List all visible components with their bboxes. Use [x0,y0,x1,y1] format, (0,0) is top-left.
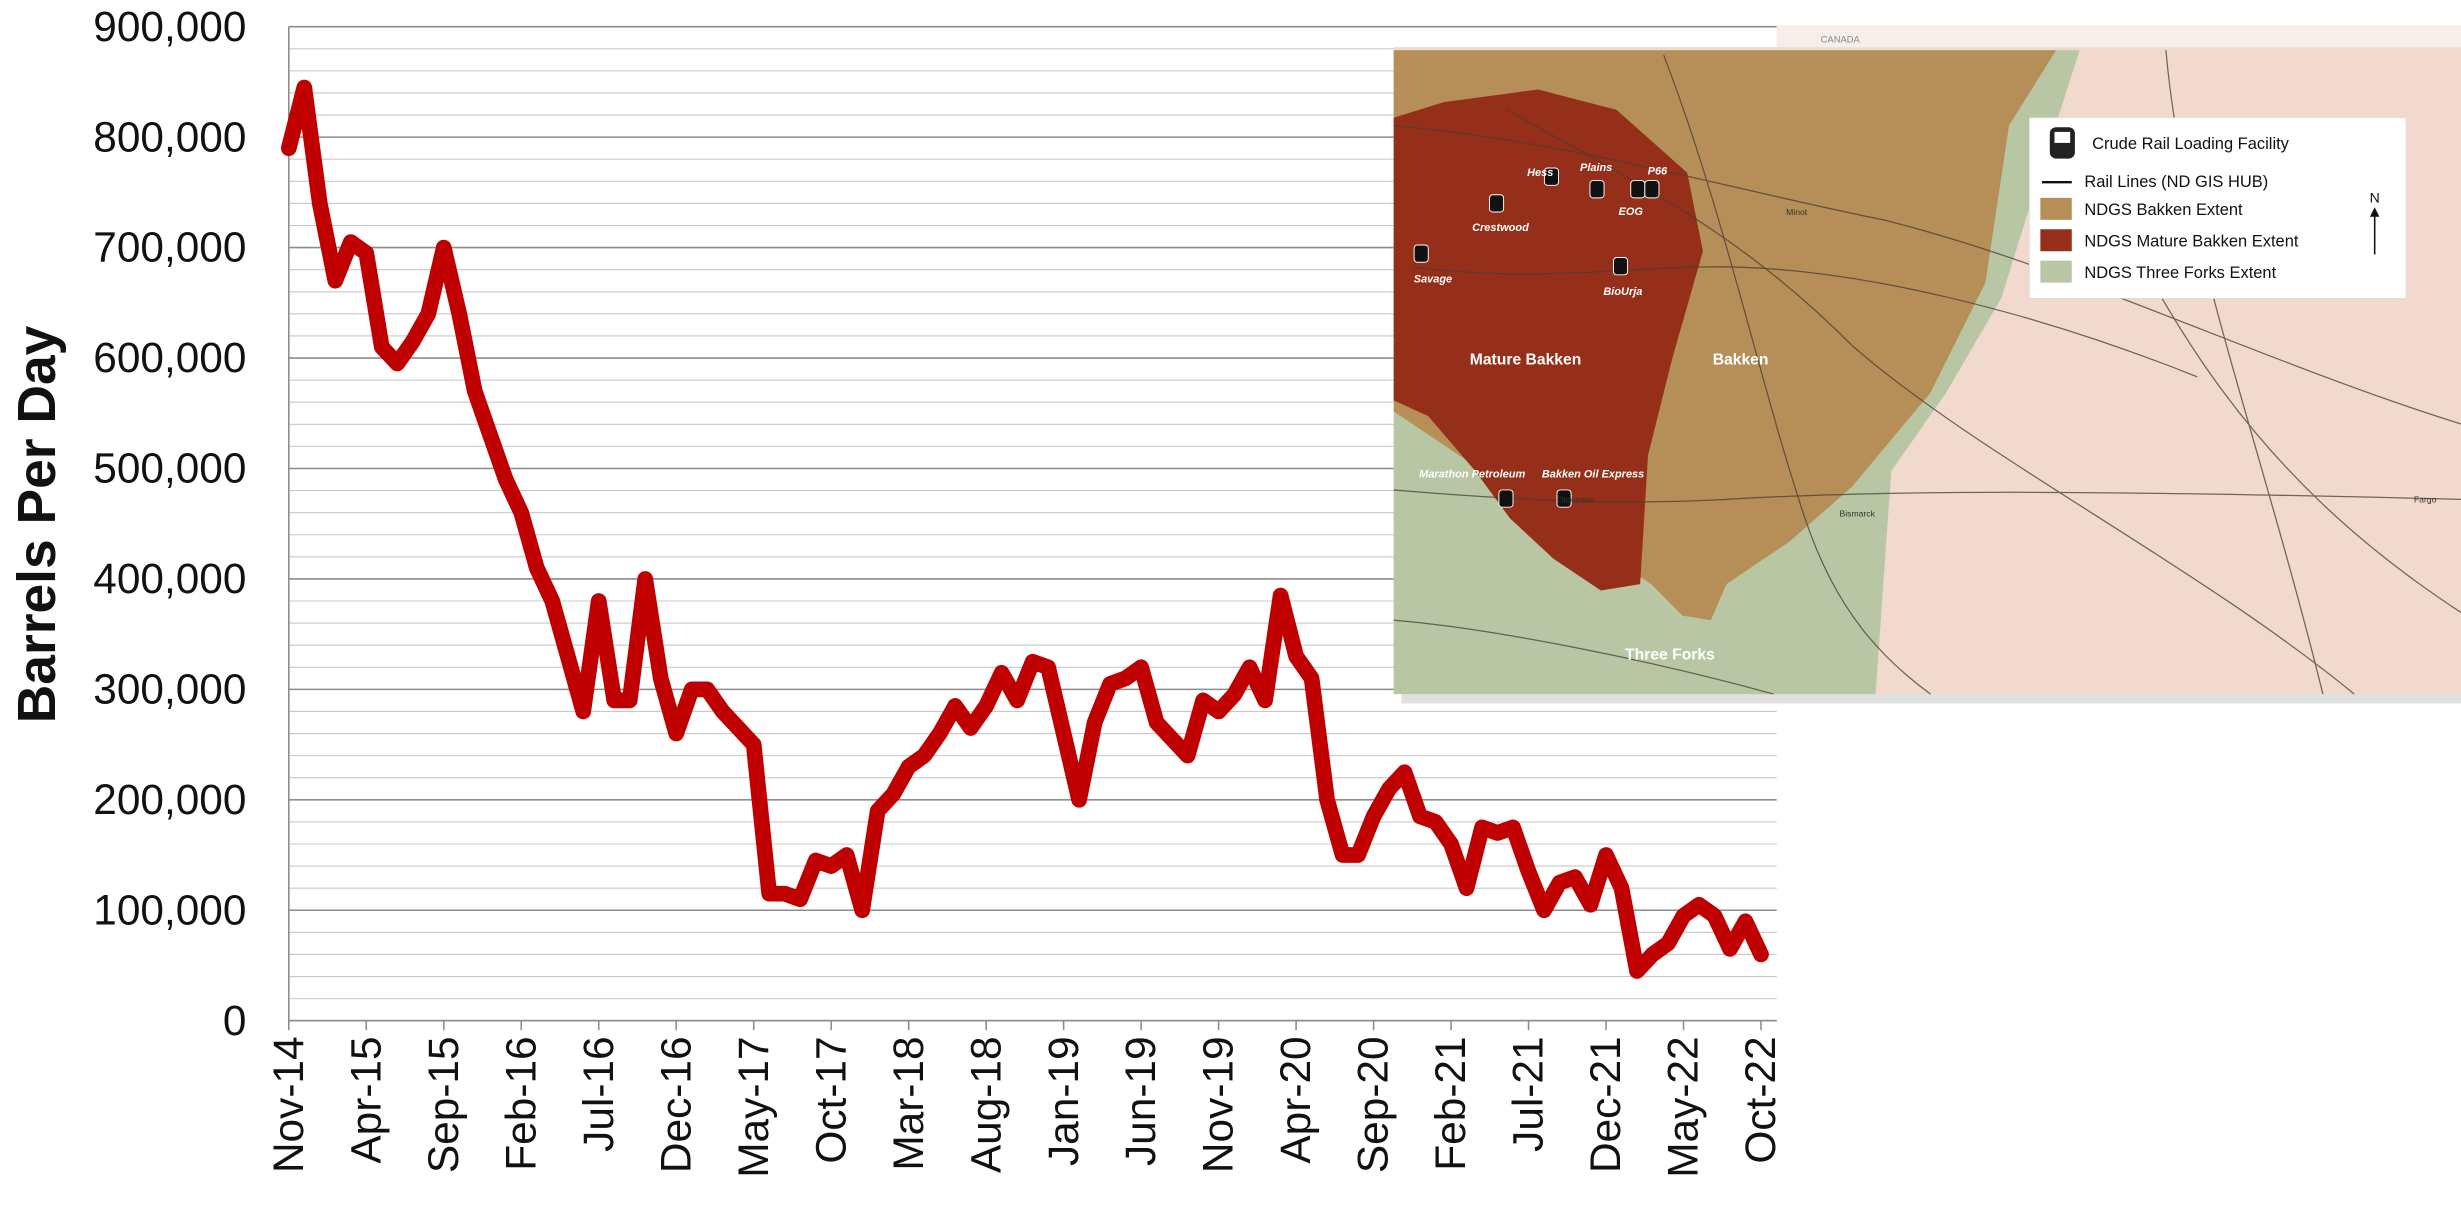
facility-label: Plains [1580,162,1612,174]
x-tick-label: Sep-15 [420,1036,467,1173]
y-tick-label: 900,000 [93,3,246,50]
facility-label: Savage [1414,274,1452,286]
legend-icon [2054,131,2071,143]
x-tick-label: Dec-21 [1582,1036,1629,1173]
x-tick-label: Nov-14 [265,1036,312,1173]
facility-label: Crestwood [1472,222,1529,234]
x-tick-label: Aug-18 [962,1036,1009,1173]
facility-label: Marathon Petroleum [1419,468,1525,480]
legend-label: NDGS Three Forks Extent [2084,264,2276,282]
data-line [280,79,1769,979]
legend-label: NDGS Bakken Extent [2084,201,2243,219]
x-tick-label: Dec-16 [652,1036,699,1173]
x-tick-label: Apr-20 [1272,1036,1319,1163]
city-label: Minot [1786,207,1808,217]
y-tick-label: 100,000 [93,886,246,933]
x-tick-label: Oct-22 [1737,1036,1784,1163]
north-label: N [2370,190,2380,206]
map-inset: CANADA Mature Bakken Bakken Three Forks … [1393,25,2461,704]
legend-label: Crude Rail Loading Facility [2092,135,2290,153]
y-tick-label: 0 [223,997,247,1044]
facility-label: Hess [1527,167,1553,179]
north-arrowhead [2369,207,2380,217]
city-label: Dickinson [1557,494,1595,504]
mature-bakken-extent [1393,89,1703,591]
x-tick-label: Nov-19 [1195,1036,1242,1173]
map-legend [2028,117,2407,299]
legend-swatch [2040,229,2072,252]
facility-icons [1413,167,1660,508]
x-tick-label: Mar-18 [885,1036,932,1170]
y-tick-label: 800,000 [93,113,246,160]
country-label: CANADA [1821,33,1861,44]
facility-label: EOG [1619,206,1644,218]
y-axis-title: Barrels Per Day [8,325,67,723]
y-tick-label: 600,000 [93,334,246,381]
x-tick-label: May-17 [730,1036,777,1177]
facility-label: P66 [1648,165,1668,177]
facility-label: Bakken Oil Express [1542,468,1644,480]
x-tick-label: Jul-21 [1505,1036,1552,1151]
x-tick-label: Jun-19 [1117,1036,1164,1166]
y-tick-label: 200,000 [93,776,246,823]
x-tick-label: Feb-16 [497,1036,544,1170]
region-label: Mature Bakken [1470,351,1582,368]
legend-swatch [2040,197,2072,220]
facility-label: BioUrja [1603,286,1642,298]
x-tick-label: Sep-20 [1350,1036,1397,1173]
y-tick-label: 400,000 [93,555,246,602]
city-label: Bismarck [1839,509,1875,519]
region-label: Bakken [1713,351,1769,368]
y-tick-label: 700,000 [93,224,246,271]
legend-swatch [2040,260,2072,283]
rail-lines [1393,50,2461,695]
x-tick-label: May-22 [1660,1036,1707,1177]
legend-label: NDGS Mature Bakken Extent [2084,233,2299,251]
region-label: Three Forks [1625,647,1715,664]
x-tick-label: Apr-15 [342,1036,389,1163]
map-top [1776,25,2461,48]
x-tick-label: Feb-21 [1427,1036,1474,1170]
x-tick-label: Oct-17 [807,1036,854,1163]
city-label: Fargo [2414,494,2437,504]
legend-label: Rail Lines (ND GIS HUB) [2084,173,2268,191]
x-tick-label: Jul-16 [575,1036,622,1151]
y-tick-label: 500,000 [93,445,246,492]
x-tick-label: Jan-19 [1040,1036,1087,1166]
y-tick-label: 300,000 [93,665,246,712]
